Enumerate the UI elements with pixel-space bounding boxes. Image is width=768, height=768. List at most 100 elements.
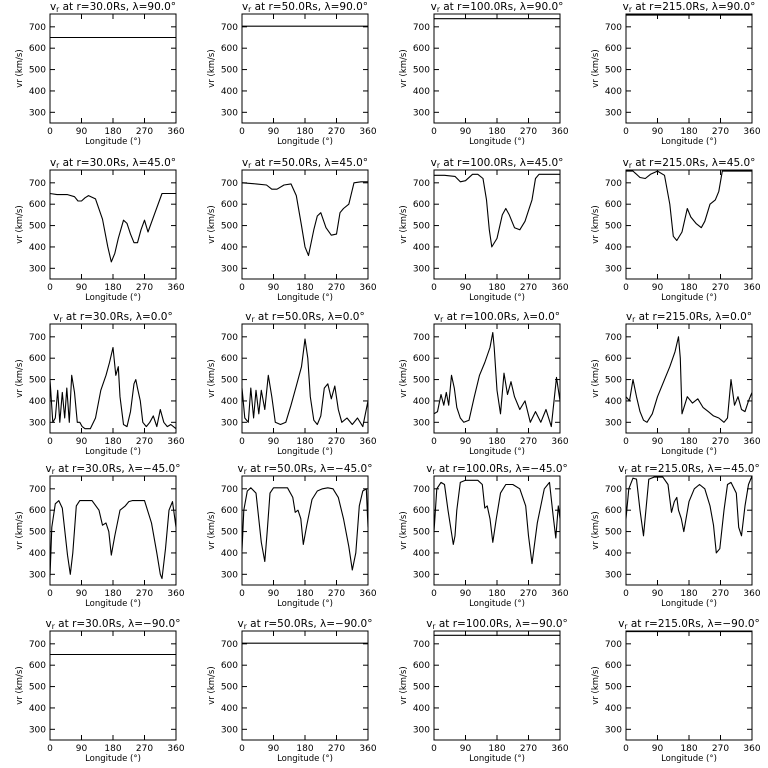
- x-tick-label: 180: [104, 283, 121, 293]
- y-axis-label: vr (km/s): [399, 205, 409, 243]
- y-tick-label: 600: [29, 506, 46, 516]
- x-tick-label: 0: [47, 283, 53, 293]
- panel-title: vr at r=50.0Rs, λ=0.0°: [245, 311, 364, 324]
- title-subscript: r: [52, 467, 56, 476]
- x-axis-label: Longitude (°): [85, 599, 141, 609]
- x-tick-label: 90: [652, 437, 664, 447]
- x-tick-label: 0: [47, 744, 53, 754]
- x-tick-label: 360: [743, 744, 760, 754]
- panel-title: vr at r=50.0Rs, λ=90.0°: [242, 1, 368, 14]
- y-tick-label: 400: [605, 243, 622, 253]
- x-tick-label: 180: [296, 283, 313, 293]
- x-tick-label: 180: [104, 744, 121, 754]
- panel-0: vr at r=30.0Rs, λ=90.0° 0 90 180 270 360 300 40…: [15, 1, 185, 147]
- panel-5: vr at r=50.0Rs, λ=45.0° 0 90 180 270 360 300 40…: [207, 157, 377, 303]
- x-tick-label: 360: [743, 589, 760, 599]
- y-tick-label: 400: [29, 397, 46, 407]
- panel-19: vr at r=215.0Rs, λ=−90.0° 0 90 180 270 360 300…: [591, 618, 761, 764]
- y-tick-label: 400: [605, 549, 622, 559]
- series-line: [241, 181, 368, 257]
- y-tick-label: 600: [221, 661, 238, 671]
- title-subscript: r: [248, 5, 252, 14]
- title-rest: at r=100.0Rs, λ=0.0°: [443, 311, 560, 323]
- plot-frame: [433, 13, 561, 124]
- y-tick-label: 300: [413, 418, 430, 428]
- y-tick-label: 600: [29, 354, 46, 364]
- plot-frame: [625, 323, 753, 434]
- x-tick-label: 270: [136, 744, 153, 754]
- title-subscript: r: [632, 315, 636, 324]
- title-rest: at r=215.0Rs, λ=−90.0°: [628, 618, 760, 630]
- y-tick-label: 300: [221, 418, 238, 428]
- title-rest: at r=30.0Rs, λ=0.0°: [63, 311, 173, 323]
- plot-frame: [625, 630, 753, 741]
- y-tick-label: 300: [605, 725, 622, 735]
- y-tick-label: 700: [413, 23, 430, 33]
- panel-title: vr at r=50.0Rs, λ=−45.0°: [238, 463, 373, 476]
- y-tick-label: 500: [221, 528, 238, 538]
- y-tick-label: 700: [605, 333, 622, 343]
- title-rest: at r=50.0Rs, λ=−90.0°: [247, 618, 373, 630]
- y-tick-label: 400: [221, 87, 238, 97]
- panel-title: vr at r=50.0Rs, λ=−90.0°: [238, 618, 373, 631]
- y-axis-label: vr (km/s): [591, 511, 601, 549]
- y-axis-label: vr (km/s): [591, 666, 601, 704]
- x-tick-label: 360: [359, 437, 376, 447]
- title-var: v: [623, 1, 629, 13]
- x-tick-label: 270: [520, 589, 537, 599]
- y-tick-label: 400: [29, 704, 46, 714]
- title-var: v: [426, 463, 432, 475]
- y-tick-label: 500: [413, 222, 430, 232]
- y-tick-label: 600: [605, 506, 622, 516]
- title-var: v: [238, 463, 244, 475]
- x-tick-label: 270: [712, 744, 729, 754]
- plot-frame: [241, 13, 369, 124]
- title-rest: at r=100.0Rs, λ=45.0°: [440, 157, 563, 169]
- y-tick-label: 600: [605, 354, 622, 364]
- y-axis-label: vr (km/s): [15, 666, 25, 704]
- x-axis-label: Longitude (°): [277, 447, 333, 457]
- x-axis-label: Longitude (°): [661, 137, 717, 147]
- x-tick-label: 270: [328, 589, 345, 599]
- x-axis-label: Longitude (°): [661, 447, 717, 457]
- y-tick-label: 300: [29, 418, 46, 428]
- y-tick-label: 500: [221, 376, 238, 386]
- y-tick-label: 300: [605, 264, 622, 274]
- x-tick-label: 270: [328, 283, 345, 293]
- panel-title: vr at r=100.0Rs, λ=90.0°: [431, 1, 564, 14]
- x-tick-label: 0: [239, 744, 245, 754]
- title-var: v: [618, 463, 624, 475]
- panel-title: vr at r=30.0Rs, λ=−45.0°: [46, 463, 181, 476]
- plot-frame: [433, 323, 561, 434]
- x-tick-label: 360: [167, 744, 184, 754]
- x-tick-label: 360: [551, 744, 568, 754]
- x-tick-label: 90: [268, 283, 280, 293]
- y-axis-label: vr (km/s): [15, 359, 25, 397]
- x-tick-label: 90: [268, 589, 280, 599]
- title-subscript: r: [437, 5, 441, 14]
- y-tick-label: 600: [29, 661, 46, 671]
- panel-12: vr at r=30.0Rs, λ=−45.0° 0 90 180 270 360 300 4…: [15, 463, 185, 609]
- x-tick-label: 0: [47, 437, 53, 447]
- series-line: [626, 170, 752, 242]
- series-line: [625, 336, 753, 423]
- title-rest: at r=50.0Rs, λ=−45.0°: [247, 463, 373, 475]
- y-tick-label: 400: [413, 397, 430, 407]
- series-line: [433, 479, 561, 565]
- x-tick-label: 360: [743, 283, 760, 293]
- y-axis-label: vr (km/s): [591, 49, 601, 87]
- y-tick-label: 500: [605, 222, 622, 232]
- panel-18: vr at r=100.0Rs, λ=−90.0° 0 90 180 270 360 300…: [399, 618, 569, 764]
- x-tick-label: 270: [520, 437, 537, 447]
- title-subscript: r: [52, 622, 56, 631]
- panel-2: vr at r=100.0Rs, λ=90.0° 0 90 180 270 360 300 4…: [399, 1, 569, 147]
- x-tick-label: 180: [680, 437, 697, 447]
- title-var: v: [242, 157, 248, 169]
- title-subscript: r: [629, 5, 633, 14]
- title-rest: at r=50.0Rs, λ=0.0°: [255, 311, 365, 323]
- x-tick-label: 90: [76, 744, 88, 754]
- y-tick-label: 700: [29, 485, 46, 495]
- x-tick-label: 180: [296, 744, 313, 754]
- x-tick-label: 90: [652, 127, 664, 137]
